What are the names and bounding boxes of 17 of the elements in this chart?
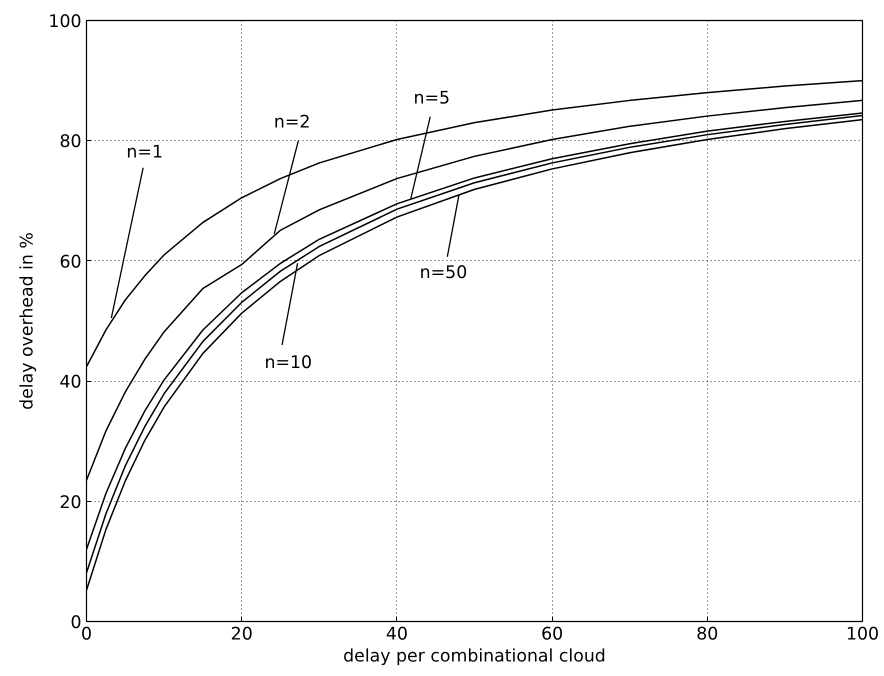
x-axis-title: delay per combinational cloud <box>343 646 606 666</box>
annotation: n=5 <box>414 88 450 109</box>
x-tick-label: 40 <box>386 624 408 644</box>
annotation: n=50 <box>420 262 468 283</box>
y-axis-title: delay overhead in % <box>17 232 38 410</box>
y-tick-label: 80 <box>59 132 82 152</box>
y-tick-label: 20 <box>59 492 82 513</box>
x-tick-label: 100 <box>846 624 880 644</box>
y-tick-label: 40 <box>59 372 82 393</box>
y-tick-label: 60 <box>59 252 82 272</box>
x-tick-label: 60 <box>541 624 564 644</box>
y-tick-label: 100 <box>48 12 82 32</box>
x-tick-label: 80 <box>696 624 718 644</box>
annotation: n=2 <box>274 112 310 133</box>
annotation: n=10 <box>264 353 312 374</box>
x-tick-label: 20 <box>230 624 253 644</box>
annotation: n=1 <box>126 142 163 163</box>
